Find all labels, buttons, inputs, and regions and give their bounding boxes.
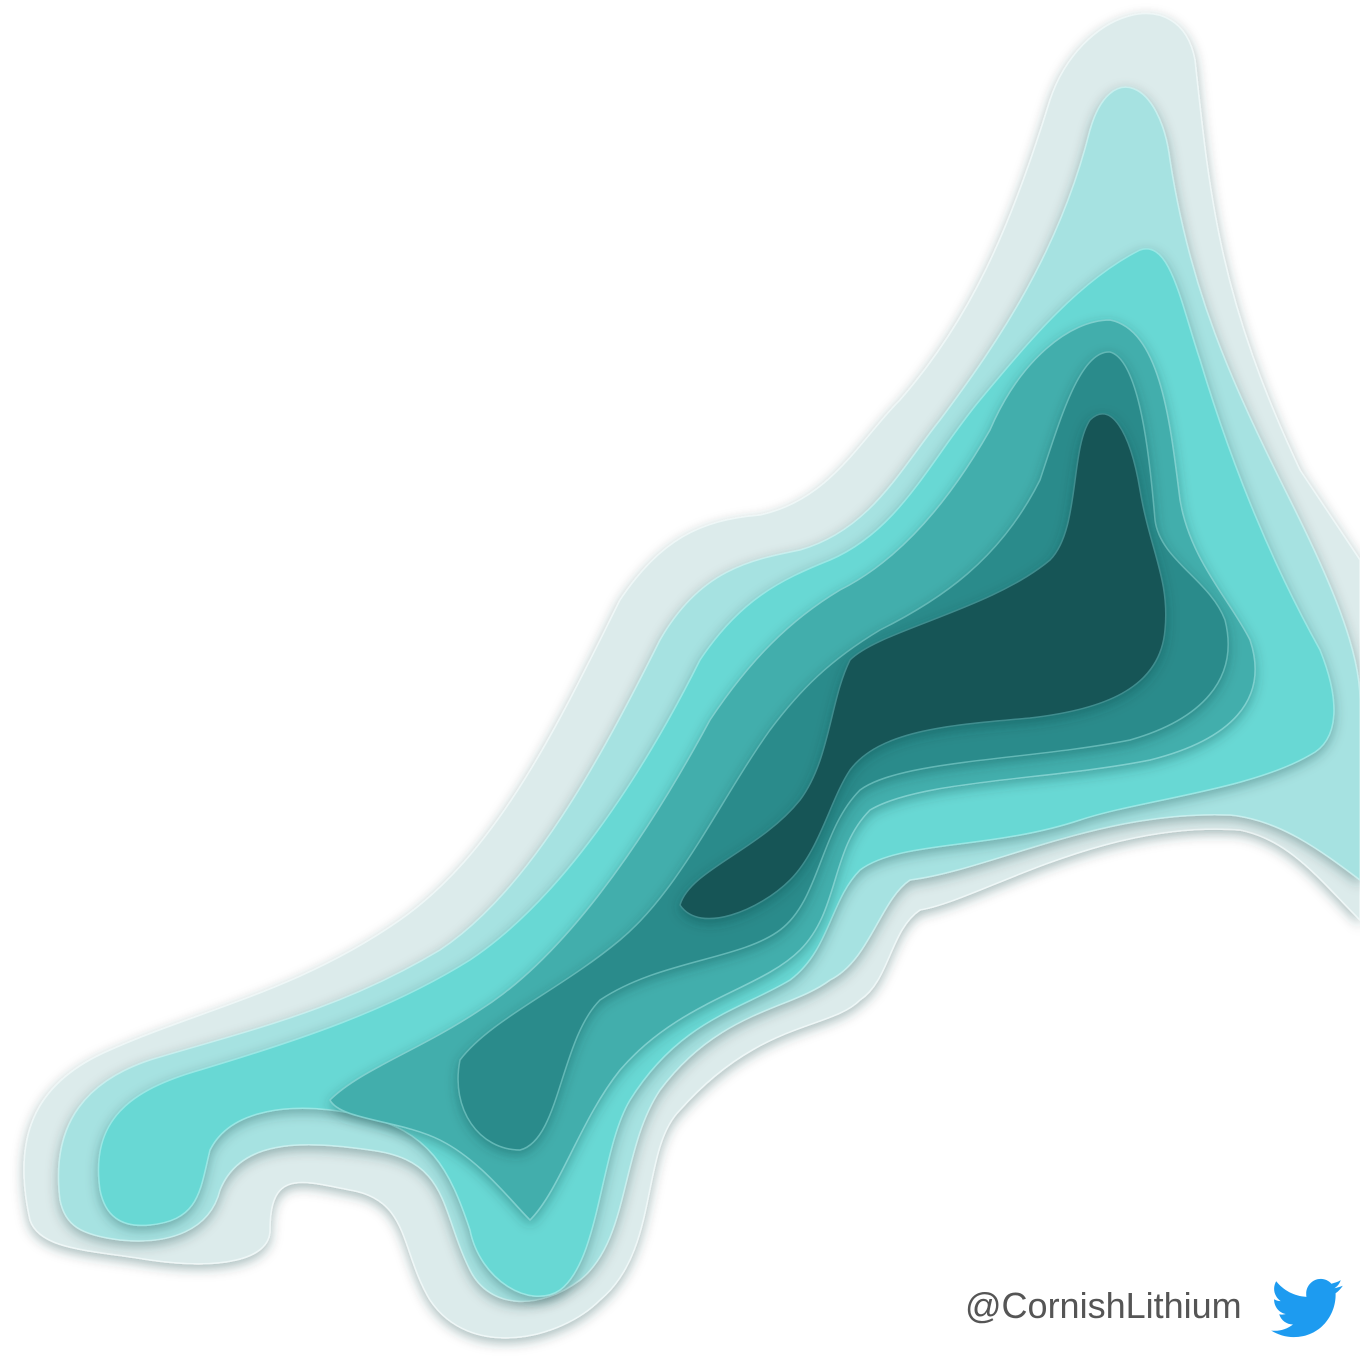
twitter-icon: [1271, 1278, 1343, 1338]
contour-layer-6: [679, 413, 1167, 920]
twitter-handle: @CornishLithium: [965, 1285, 1242, 1326]
